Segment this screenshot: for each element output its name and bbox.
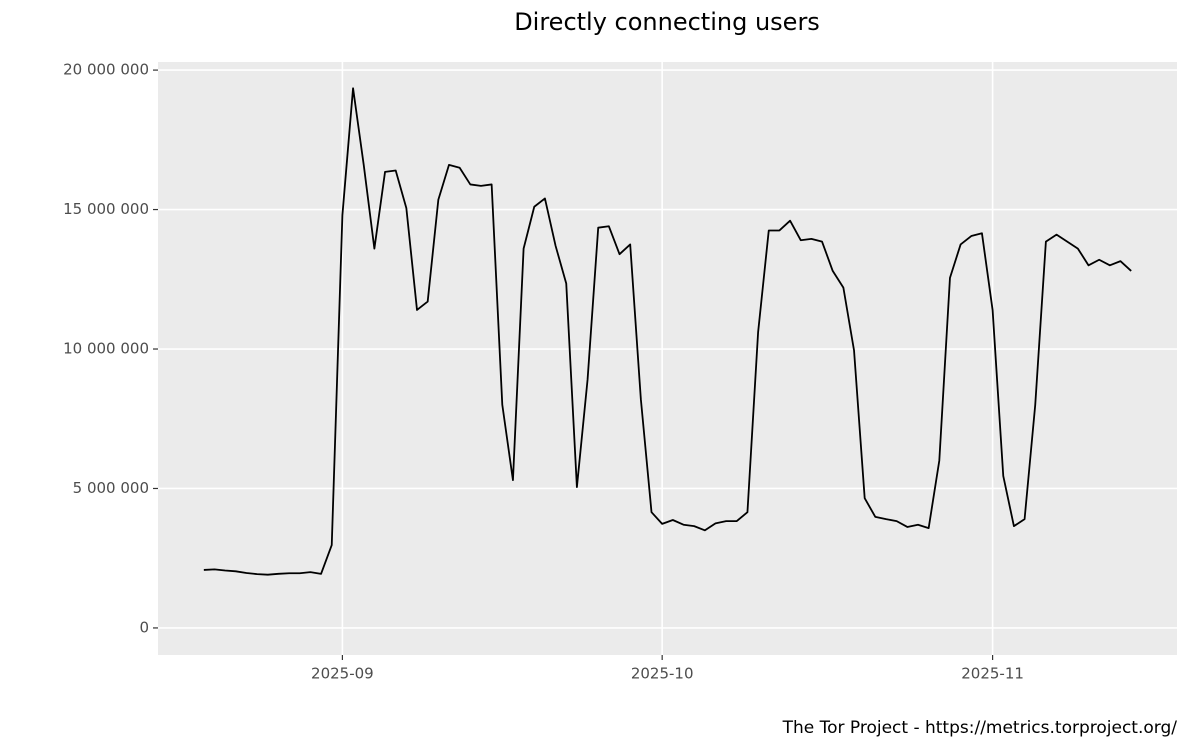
y-tick-label: 10 000 000 [63, 340, 149, 358]
plot-panel [158, 62, 1177, 655]
chart-title: Directly connecting users [514, 8, 820, 36]
y-tick-label: 0 [139, 618, 149, 636]
y-tick-label: 20 000 000 [63, 61, 149, 79]
y-tick-label: 15 000 000 [63, 200, 149, 218]
caption: The Tor Project - https://metrics.torpro… [782, 718, 1178, 738]
y-tick-label: 5 000 000 [73, 479, 149, 497]
line-series [203, 87, 1132, 576]
x-tick-label: 2025-09 [311, 665, 374, 683]
x-tick-label: 2025-11 [961, 665, 1024, 683]
x-tick-label: 2025-10 [631, 665, 694, 683]
